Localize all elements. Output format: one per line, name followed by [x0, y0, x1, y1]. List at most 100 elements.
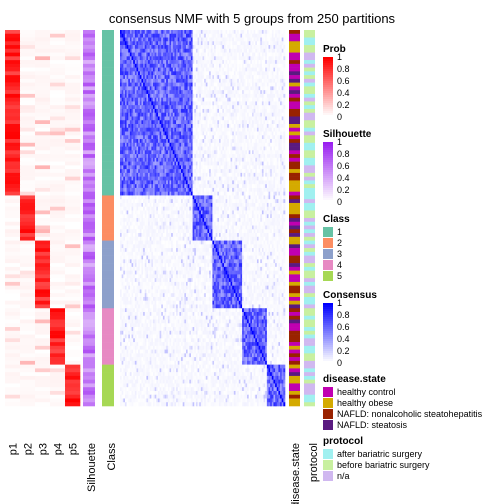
consensus-cell [283, 184, 286, 189]
consensus-cell [275, 157, 278, 162]
consensus-cell [169, 146, 172, 151]
consensus-cell [222, 172, 225, 177]
consensus-cell [131, 101, 134, 106]
consensus-cell [179, 176, 182, 181]
consensus-cell [176, 78, 179, 83]
consensus-cell [219, 139, 221, 144]
consensus-cell [223, 86, 226, 91]
consensus-cell [223, 78, 226, 83]
prob-cell [5, 93, 21, 98]
consensus-cell [156, 146, 159, 151]
consensus-cell [278, 41, 281, 46]
consensus-cell [248, 101, 251, 106]
consensus-cell [129, 124, 132, 129]
consensus-cell [258, 116, 261, 121]
consensus-cell [189, 120, 192, 125]
prob-cell [5, 108, 21, 114]
consensus-cell [232, 63, 235, 68]
consensus-cell [245, 52, 248, 57]
consensus-cell [271, 161, 274, 166]
consensus-cell [136, 101, 139, 106]
class-cell [102, 375, 114, 380]
consensus-cell [149, 139, 152, 144]
consensus-cell [187, 139, 190, 144]
consensus-cell [171, 165, 174, 170]
consensus-cell [189, 33, 192, 38]
consensus-cell [171, 142, 174, 147]
consensus-cell [238, 154, 241, 159]
consensus-cell [275, 131, 278, 136]
consensus-cell [283, 116, 286, 121]
consensus-cell [171, 108, 174, 114]
consensus-cell [260, 56, 263, 61]
prob-cell [35, 387, 51, 392]
consensus-cell [189, 112, 192, 117]
consensus-cell [220, 142, 223, 147]
consensus-cell [248, 67, 251, 72]
prob-cell [65, 52, 81, 57]
consensus-cell [204, 75, 207, 80]
consensus-cell [123, 165, 126, 170]
prob-cell [50, 221, 66, 226]
consensus-cell [197, 97, 200, 102]
consensus-cell [256, 101, 259, 106]
consensus-cell [242, 157, 245, 162]
consensus-cell [250, 184, 253, 189]
prob-cell [50, 180, 66, 185]
consensus-cell [253, 33, 256, 38]
consensus-cell [223, 41, 226, 46]
consensus-cell [190, 56, 193, 61]
consensus-cell [159, 101, 162, 106]
consensus-cell [220, 67, 223, 72]
consensus-cell [187, 120, 190, 125]
class-cell [102, 293, 114, 298]
consensus-cell [243, 135, 246, 140]
consensus-cell [276, 135, 279, 140]
consensus-cell [210, 180, 213, 185]
consensus-cell [265, 48, 268, 53]
consensus-cell [154, 52, 157, 57]
consensus-cell [245, 37, 248, 42]
consensus-cell [225, 161, 228, 166]
consensus-cell [235, 37, 238, 42]
consensus-cell [261, 41, 264, 46]
consensus-cell [230, 172, 233, 177]
consensus-cell [220, 48, 223, 53]
consensus-cell [227, 67, 230, 72]
consensus-cell [247, 105, 249, 110]
consensus-cell [134, 60, 137, 65]
consensus-cell [258, 37, 261, 42]
class-cell [102, 75, 114, 80]
consensus-cell [124, 101, 127, 106]
consensus-cell [161, 45, 164, 50]
consensus-cell [139, 37, 142, 42]
consensus-cell [184, 67, 187, 72]
consensus-cell [179, 67, 182, 72]
consensus-cell [283, 157, 286, 162]
consensus-cell [228, 116, 231, 121]
consensus-cell [265, 154, 268, 159]
class-cell [102, 390, 114, 396]
consensus-cell [228, 169, 231, 174]
consensus-cell [275, 172, 278, 177]
consensus-cell [204, 93, 207, 98]
consensus-cell [238, 184, 241, 189]
prob-cell [5, 327, 21, 332]
consensus-cell [121, 154, 124, 159]
consensus-cell [255, 124, 258, 129]
consensus-cell [194, 135, 197, 140]
consensus-cell [247, 135, 249, 140]
consensus-cell [204, 78, 207, 83]
consensus-cell [159, 172, 162, 177]
consensus-cell [210, 78, 213, 83]
prob-cell [65, 334, 81, 339]
consensus-cell [162, 124, 165, 129]
consensus-cell [215, 176, 218, 181]
prob-cell [50, 75, 66, 80]
consensus-cell [222, 90, 225, 95]
prob-cell [5, 41, 21, 46]
consensus-cell [240, 56, 243, 61]
prob-cell [65, 304, 81, 309]
consensus-cell [143, 108, 146, 114]
consensus-cell [261, 161, 264, 166]
